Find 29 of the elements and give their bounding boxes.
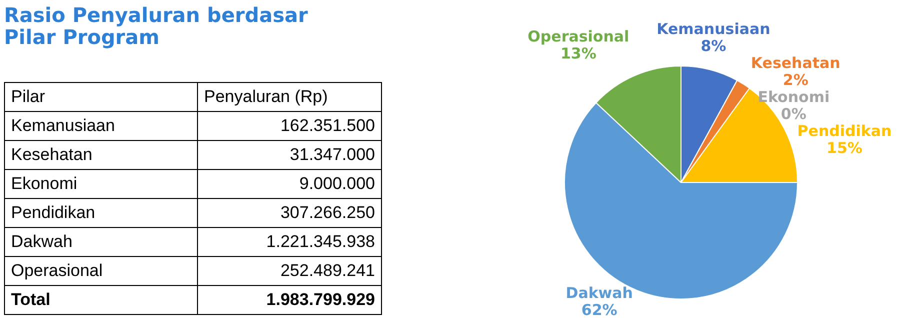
category-label: Ekonomi (11, 174, 78, 193)
category-label: Kemanusiaan (11, 116, 115, 135)
text: 252.489.241 (198, 256, 382, 286)
slice-label: Operasional (528, 28, 630, 46)
text: Penyaluran (Rp) (198, 82, 382, 112)
text: Rasio Penyaluran berdasar Pilar Program (4, 3, 309, 49)
category-label: Pendidikan (11, 203, 96, 222)
slice-label: Dakwah (566, 284, 633, 302)
text: 1.221.345.938 (198, 228, 382, 256)
data-label: 13% (560, 44, 596, 63)
text: 162.351.500 (198, 112, 382, 140)
data-label: 15% (826, 139, 862, 158)
text: Total (4, 286, 198, 314)
text: 9.000.000 (198, 170, 382, 198)
slice-label: Kesehatan (750, 54, 840, 72)
category-label: Dakwah (11, 232, 72, 251)
slice-label: Pendidikan (797, 122, 892, 140)
slice-label: Kemanusiaan (656, 20, 770, 38)
data-label: 62% (581, 301, 618, 318)
category-label: Kesehatan (11, 145, 92, 164)
data-label: 2% (782, 71, 808, 90)
text: 31.347.000 (198, 140, 382, 170)
text: Pilar (4, 82, 198, 112)
text: 0% (780, 105, 806, 124)
category-label: Operasional (11, 261, 103, 280)
text: 307.266.250 (198, 198, 382, 228)
category-label: Ekonomi (758, 88, 830, 106)
data-label: 8% (700, 37, 726, 56)
text: 1.983.799.929 (198, 286, 382, 314)
